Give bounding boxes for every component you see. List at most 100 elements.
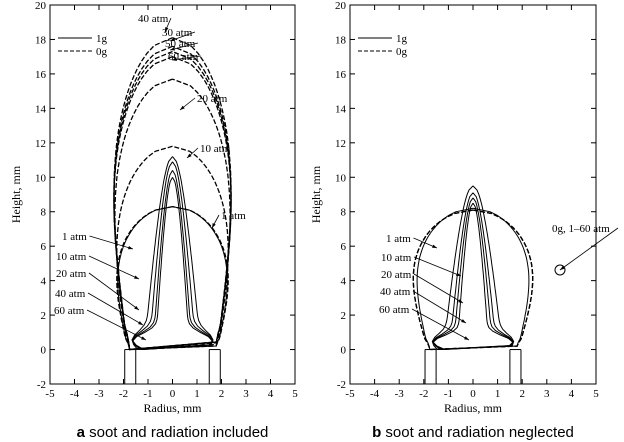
label-arrowhead [560, 265, 565, 270]
label-arrowhead [458, 299, 463, 303]
curve-label: 10 atm [381, 252, 412, 264]
y-tick-label: 16 [335, 69, 347, 81]
flame-contour-0g-1atm [116, 205, 229, 351]
curve-label: 20 atm [381, 269, 412, 281]
label-leader [89, 235, 134, 250]
y-tick-label: 10 [335, 172, 347, 184]
legend-label-0g: 0g [396, 46, 408, 58]
x-tick-label: 4 [569, 388, 575, 400]
y-tick-label: 14 [335, 103, 347, 115]
y-tick-label: 20 [35, 0, 47, 12]
curve-label: 40 atm [380, 286, 411, 298]
flame-contour-1g-20atm [131, 161, 214, 351]
x-tick-label: -4 [370, 388, 380, 400]
label-leader [88, 272, 140, 311]
flame-contour-1g-40atm [432, 197, 514, 351]
x-tick-label: -5 [45, 388, 55, 400]
flame-contour-0g-1atm [412, 209, 534, 351]
x-tick-label: -2 [419, 388, 428, 400]
y-tick-label: 6 [41, 241, 47, 253]
label-leader [412, 290, 467, 324]
y-tick-label: 8 [341, 207, 347, 219]
curve-label: 40 atm [55, 288, 86, 300]
label-leader [88, 255, 140, 280]
label-arrowhead [432, 244, 437, 248]
marker-circle [554, 264, 566, 276]
caption-letter: a [77, 424, 86, 441]
x-tick-label: 5 [292, 388, 298, 400]
curve-label: 1 atm [221, 210, 246, 222]
flame-contour-0g-60atm [412, 209, 534, 351]
x-tick-label: 1 [495, 388, 501, 400]
caption-letter: b [372, 424, 381, 441]
curve-label: 10 atm [56, 251, 87, 263]
label-leader [559, 227, 619, 271]
y-tick-label: 14 [35, 103, 47, 115]
curve-label: 10 atm [200, 143, 231, 155]
caption-text: soot and radiation included [85, 424, 268, 441]
flame-contour-1g-10atm [131, 156, 214, 351]
label-arrowhead [170, 37, 175, 42]
y-tick-label: 4 [41, 276, 47, 288]
x-tick-label: -1 [444, 388, 453, 400]
curve-label: 20 atm [197, 93, 228, 105]
label-leader [87, 292, 144, 326]
label-arrowhead [187, 153, 192, 158]
curve-label: 1 atm [62, 231, 87, 243]
x-tick-label: 0 [470, 388, 476, 400]
x-axis-label: Radius, mm [444, 401, 503, 415]
chart-panel-a: -5 -4 -3 -2 -1 0 1 2 3 4 5-202468101214161820Radiu… [9, 0, 298, 441]
y-tick-label: 18 [335, 34, 347, 46]
y-tick-label: 10 [35, 172, 47, 184]
flame-contour-1g-40atm [131, 170, 214, 351]
plot-frame [349, 4, 597, 385]
figure-caption: b soot and radiation neglected [372, 424, 574, 441]
y-tick-label: 20 [335, 0, 347, 12]
curve-label: 20 atm [56, 268, 87, 280]
label-arrowhead [128, 246, 133, 250]
x-tick-label: -4 [70, 388, 80, 400]
label-arrowhead [134, 305, 139, 310]
chart-panel-b: -5 -4 -3 -2 -1 0 1 2 3 4 5-202468101214161820Radiu… [309, 0, 619, 441]
x-tick-label: 2 [519, 388, 525, 400]
curve-label: 60 atm [54, 305, 85, 317]
x-tick-label: 4 [268, 388, 274, 400]
legend-label-1g: 1g [396, 33, 408, 45]
x-tick-label: 0 [170, 388, 176, 400]
label-leader [171, 55, 202, 61]
x-tick-label: -5 [345, 388, 355, 400]
y-tick-label: 8 [41, 207, 47, 219]
curve-label: 40 atm [138, 13, 169, 25]
label-arrowhead [456, 272, 461, 276]
y-tick-label: -2 [37, 379, 46, 391]
flame-contour-0g-40atm [113, 37, 232, 351]
label-arrowhead [170, 47, 175, 51]
x-tick-label: -3 [94, 388, 104, 400]
y-axis-label: Height, mm [309, 165, 323, 223]
caption-text: soot and radiation neglected [381, 424, 574, 441]
flame-contour-0g-20atm [114, 78, 231, 351]
label-leader [413, 256, 462, 277]
y-tick-label: 18 [35, 34, 47, 46]
y-tick-label: 12 [35, 138, 46, 150]
flame-contour-1g-60atm [132, 177, 213, 351]
y-axis-label: Height, mm [9, 165, 23, 223]
flame-contour-1g-10atm [431, 185, 515, 351]
y-tick-label: -2 [337, 379, 346, 391]
label-arrowhead [212, 223, 216, 228]
label-leader [413, 273, 464, 304]
x-tick-label: 3 [544, 388, 550, 400]
flame-contour-0g-60atm [113, 56, 232, 351]
label-arrowhead [172, 57, 177, 62]
y-tick-label: 12 [335, 138, 346, 150]
flame-contour-1g-1atm [117, 206, 228, 351]
y-tick-label: 2 [41, 310, 47, 322]
x-tick-label: -2 [119, 388, 128, 400]
y-tick-label: 0 [41, 345, 47, 357]
y-tick-label: 0 [341, 345, 347, 357]
legend-label-1g: 1g [96, 33, 108, 45]
x-tick-label: -1 [143, 388, 152, 400]
y-tick-label: 6 [341, 241, 347, 253]
label-arrowhead [138, 321, 143, 325]
